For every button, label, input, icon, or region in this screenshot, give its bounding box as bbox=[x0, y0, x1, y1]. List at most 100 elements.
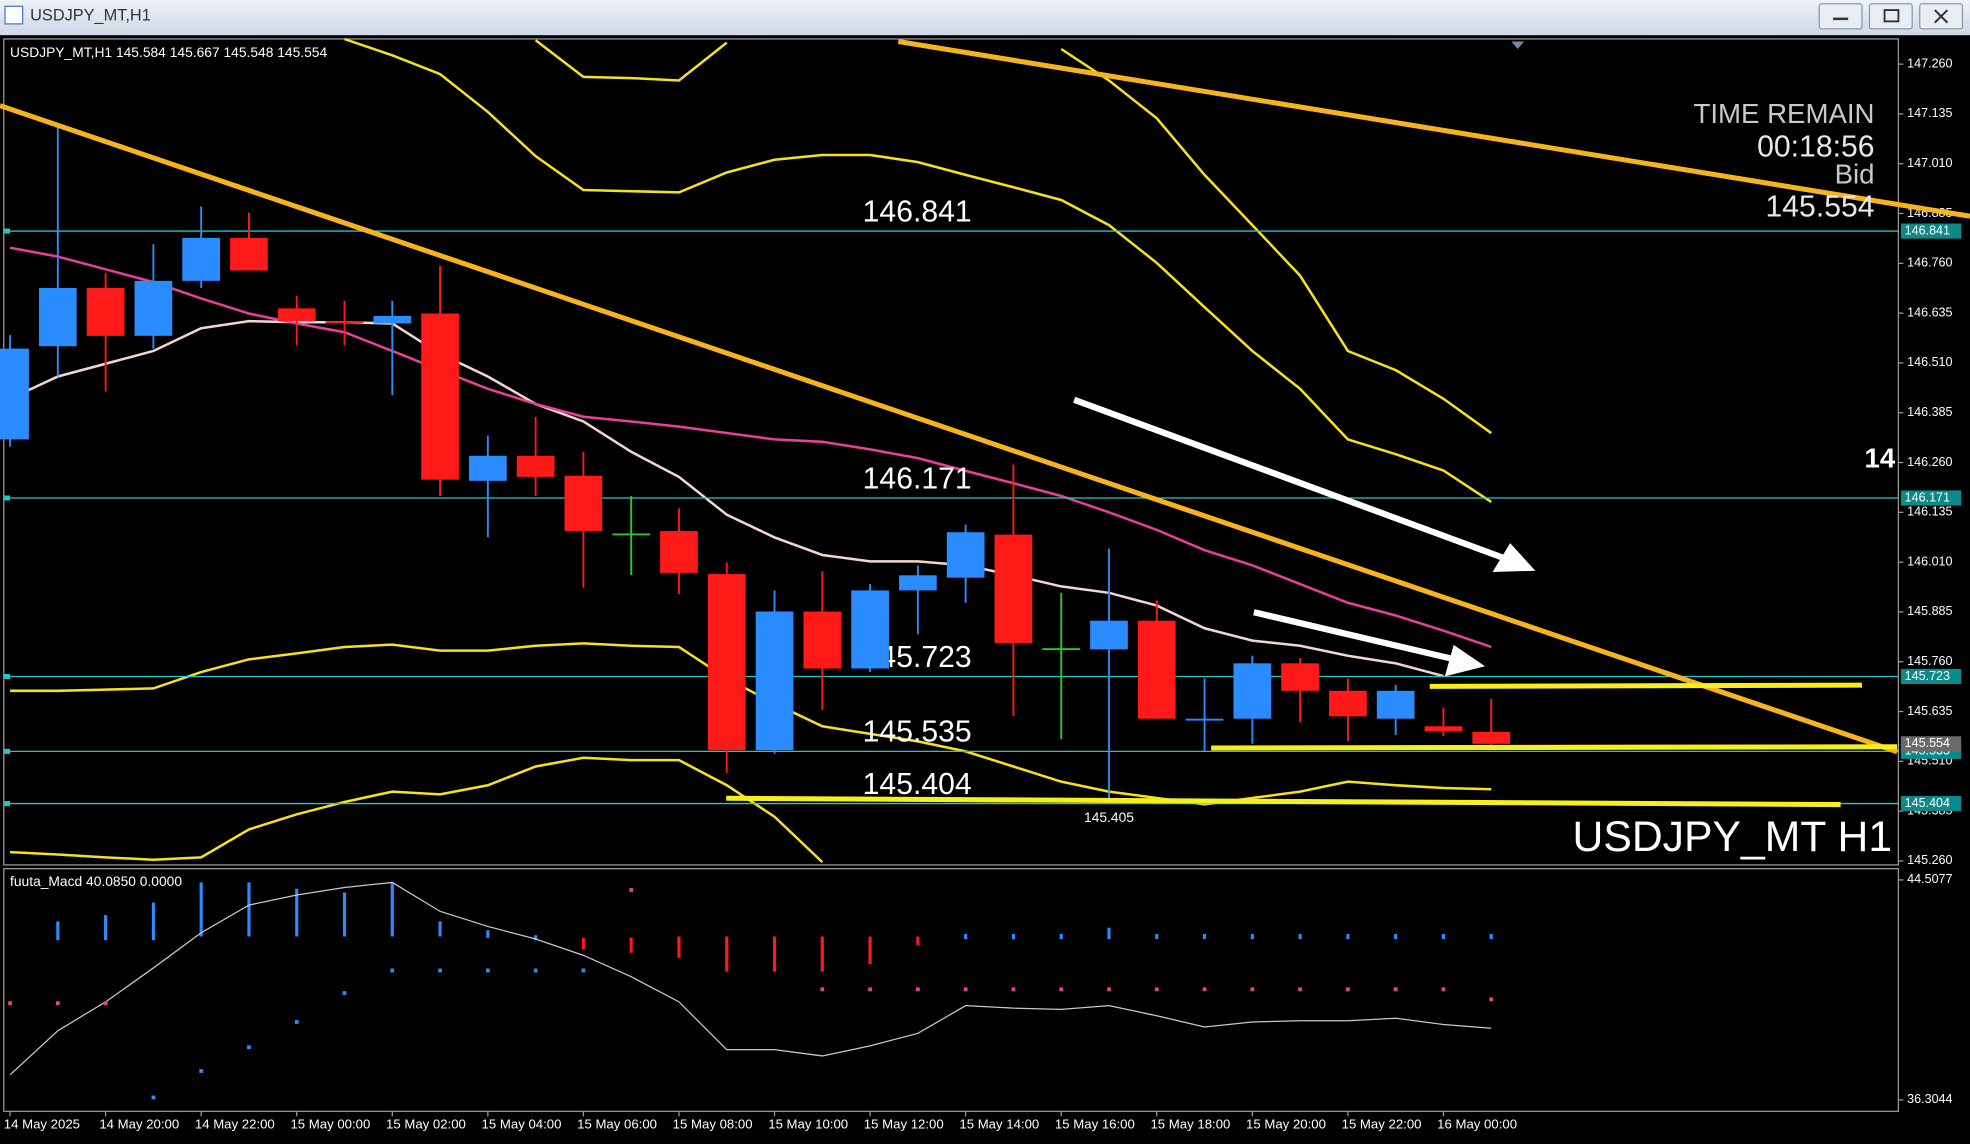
candle-body bbox=[373, 315, 412, 324]
y-tick-label: 146.760 bbox=[1907, 256, 1952, 270]
price-level-tag-label: 145.723 bbox=[1905, 669, 1950, 683]
price-level-label: 146.171 bbox=[863, 462, 972, 495]
trend-line bbox=[0, 103, 1898, 755]
signal-dot bbox=[247, 1045, 251, 1050]
x-tick-label: 15 May 16:00 bbox=[1055, 1117, 1135, 1132]
open-value: 145.584 bbox=[116, 43, 166, 59]
low-label: 145.405 bbox=[1084, 809, 1134, 825]
candle-body bbox=[994, 534, 1033, 644]
indicator-line bbox=[344, 37, 1492, 504]
candle-body bbox=[1090, 620, 1128, 650]
indicator-line bbox=[534, 39, 728, 82]
symbol-info: USDJPY_MT,H1 145.584 145.667 145.548 145… bbox=[10, 43, 327, 59]
signal-dot bbox=[581, 968, 586, 973]
arrow-head bbox=[1492, 543, 1536, 572]
timer-label: Bid bbox=[1835, 158, 1875, 189]
price-level-label: 145.404 bbox=[863, 768, 972, 801]
signal-dot bbox=[1154, 987, 1159, 992]
main-panel-frame bbox=[3, 38, 1900, 866]
level-handle bbox=[3, 228, 11, 234]
x-tick-label: 15 May 12:00 bbox=[864, 1117, 944, 1132]
y-tick-label: 145.635 bbox=[1907, 704, 1952, 718]
y-tick-label: 147.135 bbox=[1907, 106, 1952, 120]
price-level-tag bbox=[1900, 796, 1962, 812]
plot: 147.260147.135147.010146.885146.760146.6… bbox=[0, 37, 1962, 1132]
x-tick-label: 15 May 00:00 bbox=[290, 1117, 370, 1132]
signal-dot bbox=[1059, 987, 1064, 992]
x-tick-label: 15 May 06:00 bbox=[577, 1117, 657, 1132]
signal-dot bbox=[1441, 987, 1446, 992]
signal-dot bbox=[915, 987, 920, 992]
indicator-line bbox=[9, 319, 1444, 678]
close-value: 145.554 bbox=[277, 43, 327, 59]
x-tick-label: 14 May 20:00 bbox=[99, 1117, 179, 1132]
window-icon bbox=[4, 5, 24, 25]
watermark: USDJPY_MT H1 bbox=[1573, 813, 1893, 861]
y-tick-label: 145.760 bbox=[1907, 654, 1952, 668]
candle-body bbox=[182, 237, 221, 281]
signal-dot bbox=[1346, 987, 1350, 992]
y-tick-label: 147.010 bbox=[1907, 156, 1952, 170]
signal-dot bbox=[103, 1001, 108, 1006]
candle-body bbox=[1424, 726, 1463, 732]
signal-dot bbox=[151, 1095, 156, 1100]
candle-body bbox=[899, 575, 937, 591]
bid-tag bbox=[1900, 736, 1962, 752]
timer-time: 00:18:56 bbox=[1757, 130, 1874, 163]
candle-body bbox=[946, 532, 985, 578]
macd-label: fuuta_Macd 40.0850 0.0000 bbox=[10, 873, 182, 889]
candle-body bbox=[1137, 620, 1176, 719]
candle-body bbox=[86, 288, 125, 336]
signal-dot bbox=[1202, 987, 1207, 992]
candle-body bbox=[660, 531, 698, 573]
close-icon bbox=[1934, 9, 1949, 24]
signal-dot bbox=[1011, 987, 1016, 992]
y-tick-label: 36.3044 bbox=[1907, 1092, 1952, 1106]
signal-dot bbox=[868, 987, 872, 992]
x-tick-label: 14 May 2025 bbox=[4, 1117, 80, 1132]
level-handle bbox=[3, 495, 11, 501]
price-level-tag bbox=[1900, 223, 1962, 239]
price-level-label: 146.841 bbox=[863, 195, 972, 228]
price-level-label: 145.535 bbox=[863, 716, 972, 749]
price-level-tag-label: 146.841 bbox=[1905, 223, 1950, 237]
arrow-shaft bbox=[1073, 396, 1509, 563]
high-value: 145.667 bbox=[170, 43, 220, 59]
timer-bid: 145.554 bbox=[1766, 191, 1875, 224]
arrow-head bbox=[1444, 644, 1486, 677]
timer-title: TIME REMAIN bbox=[1693, 98, 1874, 129]
candle-body bbox=[277, 308, 316, 322]
candle-body bbox=[38, 288, 77, 347]
candle-body bbox=[421, 313, 459, 480]
candle-body bbox=[134, 280, 173, 336]
y-tick-label: 146.510 bbox=[1907, 355, 1952, 369]
signal-dot bbox=[629, 888, 634, 892]
candle-body bbox=[1472, 731, 1511, 744]
y-tick-label: 44.5077 bbox=[1907, 872, 1952, 886]
signal-dot bbox=[1489, 997, 1494, 1002]
signal-dot bbox=[294, 1020, 299, 1024]
candle-body bbox=[1376, 690, 1415, 719]
y-tick-label: 147.260 bbox=[1907, 56, 1952, 70]
indicator-line bbox=[9, 756, 824, 864]
x-tick-label: 15 May 20:00 bbox=[1246, 1117, 1326, 1132]
minimize-button[interactable] bbox=[1818, 3, 1863, 30]
drawings bbox=[0, 39, 1970, 808]
candle-body bbox=[851, 590, 889, 669]
shift-marker bbox=[1511, 41, 1524, 50]
signal-dot bbox=[438, 968, 442, 973]
restore-button[interactable] bbox=[1868, 3, 1913, 30]
support-line bbox=[726, 795, 1841, 808]
candle-body bbox=[707, 574, 746, 751]
price-level-tag bbox=[1900, 490, 1962, 506]
candle-body bbox=[1185, 718, 1224, 721]
y-tick-label: 146.260 bbox=[1907, 455, 1952, 469]
candle-body bbox=[469, 455, 507, 481]
trend-line bbox=[897, 39, 1970, 219]
x-tick-label: 15 May 14:00 bbox=[959, 1117, 1039, 1132]
level-handle bbox=[3, 748, 11, 754]
x-tick-label: 15 May 10:00 bbox=[768, 1117, 848, 1132]
y-tick-label: 146.635 bbox=[1907, 305, 1952, 319]
